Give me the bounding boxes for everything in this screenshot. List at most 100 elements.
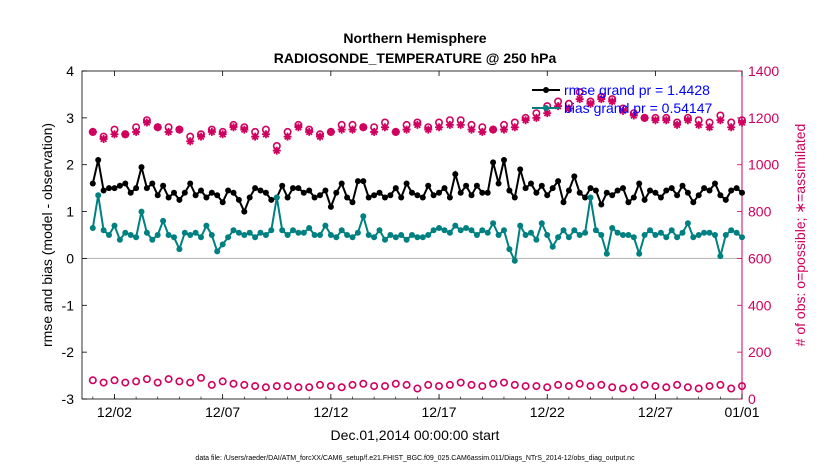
rmse-point — [160, 182, 167, 189]
bias-point — [165, 232, 172, 238]
y-tick-label: 0 — [66, 250, 74, 266]
rmse-point — [317, 192, 323, 199]
assimilated-point — [229, 123, 238, 132]
x-tick-label: 12/22 — [530, 404, 565, 420]
bias-point — [176, 246, 183, 253]
bias-point — [268, 227, 275, 234]
possible-low-point — [370, 382, 379, 391]
possible-low-point — [402, 380, 411, 389]
possible-low-point — [164, 375, 173, 384]
assimilated-point — [586, 99, 595, 108]
rmse-point — [452, 171, 459, 178]
rmse-point — [338, 180, 345, 187]
y-right-tick-label: 0 — [748, 391, 756, 407]
assimilated-point — [413, 120, 422, 129]
assimilated-point — [489, 125, 498, 134]
bias-point — [414, 234, 421, 241]
bias-point — [587, 194, 594, 201]
rmse-point — [225, 187, 232, 194]
bias-point — [457, 227, 464, 234]
possible-low-point — [175, 377, 184, 386]
rmse-point — [414, 192, 421, 199]
rmse-point — [701, 185, 708, 192]
assimilated-point — [218, 130, 227, 139]
bias-point — [701, 229, 708, 236]
legend: rmse grand pr = 1.4428 bias grand pr = 0… — [532, 82, 712, 116]
assimilated-point — [99, 134, 108, 143]
bias-point — [219, 241, 226, 248]
rmse-point — [636, 180, 643, 187]
assimilated-point — [153, 123, 162, 132]
possible-low-point — [456, 378, 465, 387]
assimilated-point — [380, 123, 389, 132]
assimilated-point — [532, 113, 541, 122]
rmse-point — [630, 194, 637, 201]
bias-point — [641, 232, 648, 238]
rmse-point — [176, 196, 183, 203]
rmse-point — [306, 187, 313, 194]
possible-low-point — [510, 380, 519, 389]
bias-point — [468, 227, 475, 234]
assimilated-point — [326, 127, 335, 136]
bias-point — [181, 229, 188, 236]
bias-point — [95, 192, 102, 199]
bias-point — [517, 222, 524, 229]
bias-point — [338, 227, 345, 234]
bias-point — [695, 232, 702, 238]
bias-point — [739, 234, 745, 241]
rmse-point — [739, 189, 745, 196]
bias-point — [452, 222, 459, 229]
rmse-point — [457, 189, 464, 196]
possible-low-point — [348, 380, 357, 389]
rmse-point — [311, 194, 318, 201]
rmse-point — [295, 185, 302, 192]
y-axis-right-label: # of obs: o=possible; ∗=assimilated — [792, 124, 808, 347]
rmse-point — [290, 185, 296, 192]
possible-low-point — [110, 376, 119, 385]
possible-low-point — [380, 382, 389, 391]
bias-point — [138, 208, 145, 215]
rmse-point — [409, 189, 415, 196]
bias-point — [511, 257, 518, 264]
possible-low-point — [413, 384, 422, 393]
rmse-point — [582, 194, 589, 201]
possible-low-point — [251, 382, 260, 391]
bias-point — [582, 229, 589, 236]
bias-point — [679, 229, 686, 236]
bias-point — [728, 227, 735, 234]
rmse-point — [717, 192, 724, 199]
assimilated-point — [348, 125, 357, 134]
possible-low-point — [229, 379, 238, 388]
rmse-point — [192, 192, 199, 199]
possible-low-point — [326, 382, 335, 391]
rmse-point — [479, 189, 486, 196]
possible-low-point — [532, 382, 541, 391]
bias-point — [463, 225, 470, 231]
rmse-point — [360, 178, 367, 185]
rmse-point — [214, 192, 221, 199]
possible-low-point — [153, 378, 162, 387]
bias-point — [333, 234, 340, 241]
rmse-point — [674, 192, 681, 199]
assimilated-point — [478, 127, 487, 136]
assimilated-point — [305, 127, 314, 136]
rmse-point — [430, 192, 437, 199]
possible-low-point — [673, 380, 682, 389]
bias-point — [560, 227, 567, 234]
rmse-point — [441, 185, 448, 192]
x-tick-label: 12/02 — [97, 404, 132, 420]
bias-point — [647, 227, 653, 234]
bias-point — [349, 234, 356, 241]
x-axis-label: Dec.01,2014 00:00:00 start — [331, 427, 500, 443]
bias-point — [225, 234, 232, 241]
y-tick-label: 1 — [66, 204, 74, 220]
possible-low-point — [294, 383, 303, 392]
rmse-point — [538, 182, 545, 189]
y-right-tick-label: 1400 — [748, 63, 779, 79]
bias-point — [106, 232, 112, 238]
bias-point — [652, 232, 659, 238]
rmse-point — [695, 192, 702, 199]
chart-subtitle: RADIOSONDE_TEMPERATURE @ 250 hPa — [274, 50, 557, 66]
rmse-point — [208, 189, 215, 196]
rmse-point — [652, 189, 659, 196]
